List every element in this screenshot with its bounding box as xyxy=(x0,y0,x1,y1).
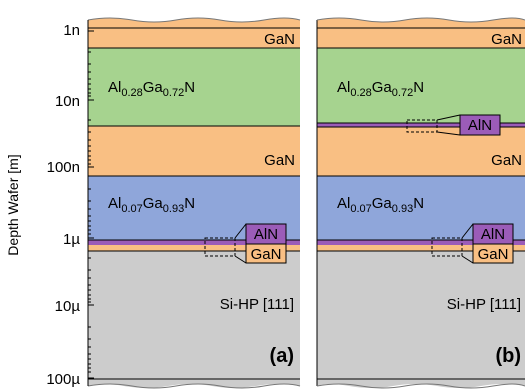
label-gan-top: GaN xyxy=(491,31,522,48)
layer-si xyxy=(317,251,525,379)
label-algan-bot: Al0.07Ga0.93N xyxy=(108,195,195,215)
tick-label-10n: 10n xyxy=(55,93,80,110)
layer-algan-top xyxy=(317,48,525,123)
layer-aln-thin xyxy=(88,240,300,245)
tick-label-10u: 10µ xyxy=(55,298,81,315)
zoom-box-inter xyxy=(406,119,438,133)
inset-gan xyxy=(472,243,514,264)
tick-label-1u: 1µ xyxy=(63,231,80,248)
zoom-box xyxy=(204,237,236,257)
label-inset-gan: GaN xyxy=(251,246,282,263)
tick-label-1n: 1n xyxy=(63,22,80,39)
layer-gan-thin xyxy=(88,245,300,251)
panel-a: GaN Al0.28Ga0.72N GaN Al0.07Ga0.93N AlN … xyxy=(87,17,301,389)
layer-algan-top xyxy=(88,48,300,126)
layer-aln-inter xyxy=(317,123,525,127)
label-inset-aln-inter: AlN xyxy=(468,117,492,134)
tick-label-100n: 100n xyxy=(47,159,80,176)
panel-label-b: (b) xyxy=(495,345,521,367)
layer-si xyxy=(88,251,300,379)
label-algan-bot: Al0.07Ga0.93N xyxy=(337,195,424,215)
label-gan-mid: GaN xyxy=(264,152,295,169)
layer-gan-thin xyxy=(317,245,525,251)
layer-gan-top xyxy=(317,18,525,28)
tick-label-100u: 100µ xyxy=(46,371,80,388)
label-si: Si-HP [111] xyxy=(447,296,521,313)
y-axis-label: Depth Wafer [m] xyxy=(5,154,21,255)
label-si: Si-HP [111] xyxy=(220,296,294,313)
panel-b: GaN Al0.28Ga0.72N AlN GaN Al0.07Ga0.93N … xyxy=(316,17,525,389)
layer-si-bottom xyxy=(317,379,525,388)
panel-label-a: (a) xyxy=(270,345,294,367)
layer-gan-cap xyxy=(88,28,300,48)
layer-gan-mid xyxy=(88,126,300,176)
depth-axis xyxy=(87,20,94,386)
label-inset-aln: AlN xyxy=(254,226,278,243)
layer-si-bottom xyxy=(88,379,300,388)
layer-aln-thin xyxy=(317,240,525,245)
label-gan-mid: GaN xyxy=(491,152,522,169)
label-inset-gan: GaN xyxy=(478,246,509,263)
label-inset-aln: AlN xyxy=(481,226,505,243)
inset-gan xyxy=(245,243,287,264)
label-gan-top: GaN xyxy=(264,31,295,48)
inset-aln-inter xyxy=(459,114,501,136)
layer-gan-cap xyxy=(317,28,525,48)
zoom-box xyxy=(431,237,463,257)
label-algan-top: Al0.28Ga0.72N xyxy=(108,79,195,99)
layer-gan-top xyxy=(88,18,300,28)
label-algan-top: Al0.28Ga0.72N xyxy=(337,79,424,99)
